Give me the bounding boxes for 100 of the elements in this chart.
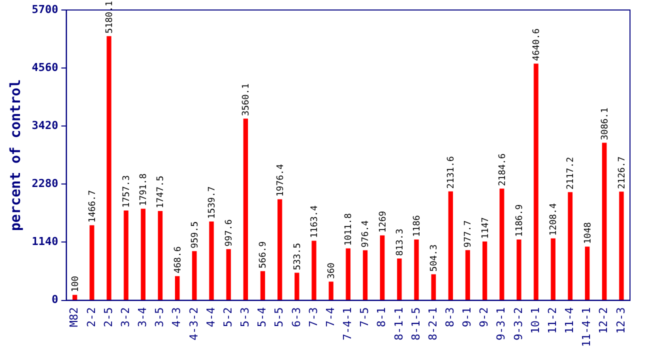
bar (482, 242, 488, 300)
data-label: 2117.2 (566, 156, 576, 190)
x-tick-label: 5-5 (272, 307, 286, 328)
bar (243, 118, 248, 300)
y-tick-label: 4560 (32, 60, 58, 74)
data-label: 976.4 (361, 220, 372, 248)
x-tick-label: 9-3-2 (512, 307, 525, 340)
data-label: 1186 (412, 215, 422, 237)
x-tick-label: 10-1 (528, 307, 542, 334)
bar (397, 258, 402, 300)
x-tick-label: 4-4 (204, 306, 218, 328)
bar (192, 251, 197, 300)
bar (500, 188, 504, 300)
bar (516, 239, 522, 300)
data-label: 1747.5 (156, 176, 166, 208)
x-tick-label: 2-2 (84, 307, 98, 328)
x-tick-label: 11-4 (563, 306, 576, 334)
bar (362, 250, 368, 300)
x-tick-label: 8-1 (375, 307, 388, 328)
bar (380, 235, 385, 300)
x-tick-label: 7-4 (324, 306, 337, 328)
data-label: 566.9 (258, 241, 269, 268)
bar (414, 240, 419, 300)
x-tick-label: 8-1-5 (409, 307, 422, 340)
bar (174, 276, 180, 300)
bar (226, 249, 231, 300)
x-tick-label: 8-2-1 (426, 307, 440, 340)
x-tick-label: 3-5 (153, 307, 166, 328)
bar (277, 199, 282, 300)
data-label: 468.6 (173, 246, 184, 274)
y-axis-title: percent of control (8, 79, 24, 231)
x-tick-label: 6-3 (290, 307, 303, 328)
data-label: 1147 (480, 217, 491, 239)
bar (328, 282, 334, 300)
bar (448, 191, 453, 300)
x-tick-label: 7-3 (306, 307, 320, 328)
bar (346, 248, 350, 300)
bar (90, 225, 94, 300)
data-label: 2184.6 (498, 154, 508, 186)
bar (124, 210, 128, 300)
data-label: 1539.7 (207, 186, 218, 219)
bar (584, 246, 590, 300)
data-label: 997.6 (224, 219, 235, 246)
data-label: 504.3 (430, 244, 440, 272)
x-tick-label: 4-3-2 (187, 307, 200, 340)
data-label: 2131.6 (446, 156, 457, 189)
x-tick-label: 12-2 (597, 307, 610, 334)
y-tick-label: 0 (52, 293, 58, 306)
x-tick-label: 4-3 (170, 307, 184, 328)
bar (140, 208, 146, 300)
data-label: 533.5 (292, 243, 303, 270)
x-tick-label: 12-3 (614, 307, 628, 334)
y-tick-label: 2280 (32, 177, 58, 190)
x-tick-label: 5-4 (256, 306, 269, 328)
bar (568, 192, 573, 300)
bar (158, 210, 163, 300)
data-label: 1269 (378, 210, 388, 233)
data-label: 1011.8 (344, 213, 354, 246)
bar (106, 36, 112, 300)
data-label: 1791.8 (139, 174, 150, 206)
bar (294, 272, 300, 300)
data-label: 1976.4 (276, 164, 286, 197)
x-tick-label: 8-1-1 (392, 307, 406, 340)
bar (550, 238, 556, 300)
data-label: 1208.4 (549, 203, 560, 236)
x-tick-label: 7-4-1 (341, 307, 354, 340)
x-tick-label: 2-5 (102, 307, 115, 328)
data-label: 1757.3 (122, 175, 132, 208)
data-label: 3086.1 (600, 108, 610, 140)
x-tick-label: M82 (68, 307, 81, 328)
y-tick-label: 3420 (32, 118, 58, 132)
x-tick-label: 11-2 (546, 307, 559, 334)
bar (209, 222, 214, 300)
bar (431, 274, 436, 300)
data-label: 100 (70, 276, 81, 292)
bar (72, 294, 78, 300)
bar (602, 142, 607, 300)
data-label: 977.7 (464, 220, 474, 248)
data-label: 4640.6 (532, 28, 542, 61)
x-tick-label: 5-3 (238, 307, 252, 328)
y-tick-label: 5700 (32, 2, 58, 16)
x-tick-label: 7-5 (358, 307, 372, 328)
y-tick-label: 1140 (32, 235, 58, 248)
x-tick-label: 5-2 (221, 307, 234, 328)
data-label: 1048 (583, 222, 594, 244)
x-tick-label: 9-3-1 (494, 307, 508, 340)
bar (465, 250, 470, 300)
bar (260, 271, 266, 300)
x-tick-label: 11-4-1 (580, 307, 594, 348)
data-label: 1163.4 (310, 206, 320, 238)
bar (619, 192, 624, 300)
data-label: 360 (327, 262, 338, 279)
bar (534, 64, 538, 300)
data-label: 3560.1 (242, 83, 252, 116)
data-label: 813.3 (395, 228, 406, 256)
data-label: 1466.7 (88, 190, 98, 223)
x-tick-label: 8-3 (443, 307, 456, 328)
x-tick-label: 9-1 (460, 307, 474, 328)
data-label: 5180.1 (104, 0, 115, 34)
x-tick-label: 9-2 (478, 307, 491, 328)
